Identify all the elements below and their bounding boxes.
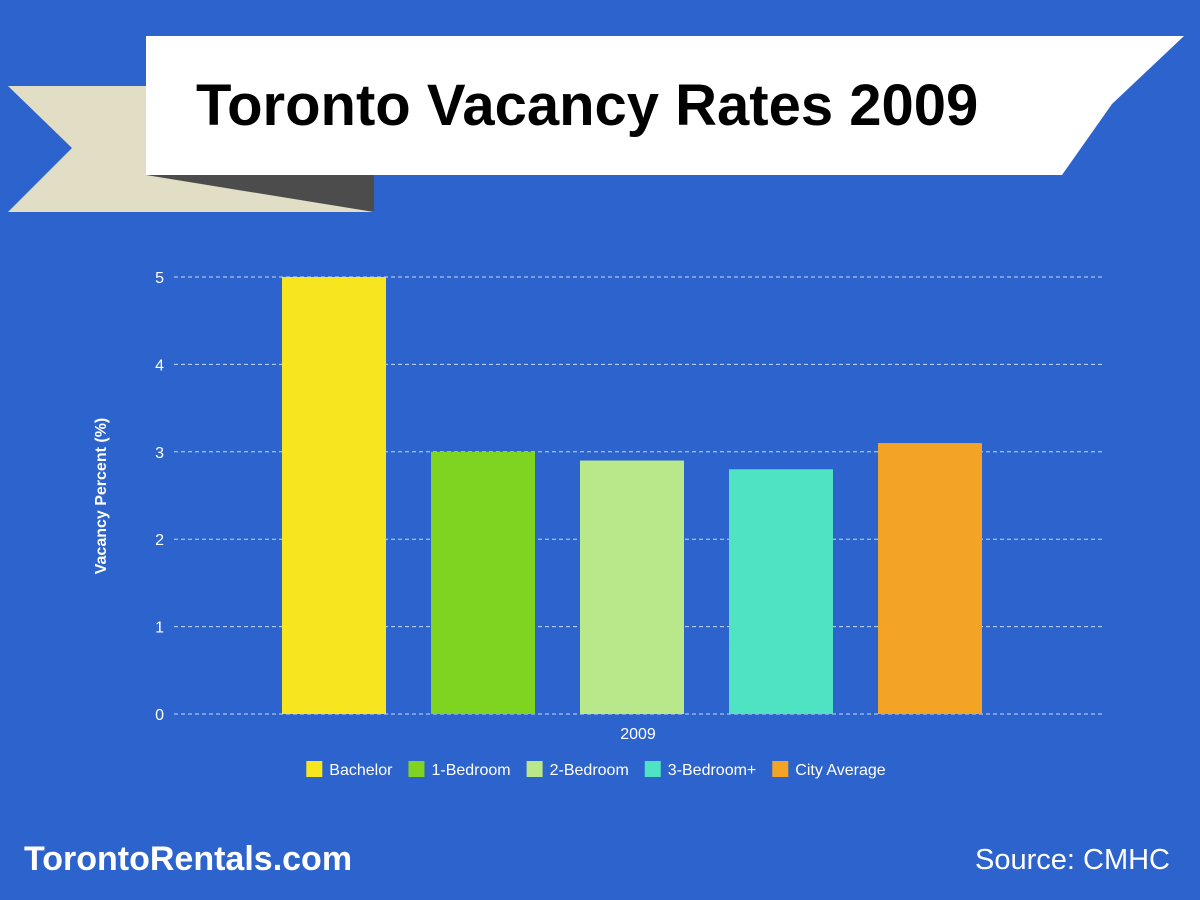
- y-tick-label: 5: [155, 270, 164, 287]
- legend-swatch: [644, 761, 661, 777]
- y-tick-label: 3: [155, 445, 164, 462]
- bar-2-bedroom[interactable]: [580, 460, 684, 714]
- brand-name: TorontoRentals.com: [24, 840, 353, 878]
- legend-swatch: [526, 761, 543, 777]
- x-tick-labels: 2009: [620, 726, 656, 743]
- bar-chart: 0 1 2 3 4 5 2009 Bachelor 1-Bedroom 2-Bedroom 3-…: [93, 270, 1104, 779]
- legend-item[interactable]: 1-Bedroom: [408, 761, 511, 779]
- y-tick-label: 4: [155, 357, 164, 374]
- y-tick-label: 2: [155, 532, 164, 549]
- y-axis-label: Vacancy Percent (%): [93, 418, 110, 575]
- legend-item[interactable]: 2-Bedroom: [526, 761, 629, 779]
- legend-swatch: [306, 761, 323, 777]
- ribbon-fold: [146, 175, 374, 212]
- legend-label: Bachelor: [329, 762, 393, 779]
- legend-label: City Average: [795, 762, 886, 779]
- legend-swatch: [772, 761, 789, 777]
- legend-label: 3-Bedroom+: [668, 762, 757, 779]
- legend: Bachelor 1-Bedroom 2-Bedroom 3-Bedroom+ City…: [306, 761, 886, 779]
- legend-item[interactable]: 3-Bedroom+: [644, 761, 757, 779]
- legend-item[interactable]: City Average: [772, 761, 886, 779]
- y-tick-label: 0: [155, 707, 164, 724]
- y-tick-labels: 0 1 2 3 4 5: [155, 270, 164, 724]
- ribbon-banner: [146, 36, 1184, 175]
- legend-item[interactable]: Bachelor: [306, 761, 393, 779]
- legend-label: 2-Bedroom: [550, 762, 629, 779]
- bar-city-average[interactable]: [878, 443, 982, 714]
- legend-swatch: [408, 761, 425, 777]
- x-tick-label: 2009: [620, 726, 656, 743]
- bar-3-bedroom[interactable]: [729, 469, 833, 714]
- bar-bachelor[interactable]: [282, 277, 386, 714]
- title-ribbon: [8, 36, 1184, 212]
- legend-label: 1-Bedroom: [431, 762, 510, 779]
- y-tick-label: 1: [155, 620, 164, 637]
- bar-1-bedroom[interactable]: [431, 451, 535, 714]
- bars: [282, 277, 982, 714]
- page-title: Toronto Vacancy Rates 2009: [196, 73, 979, 138]
- source-credit: Source: CMHC: [975, 844, 1170, 876]
